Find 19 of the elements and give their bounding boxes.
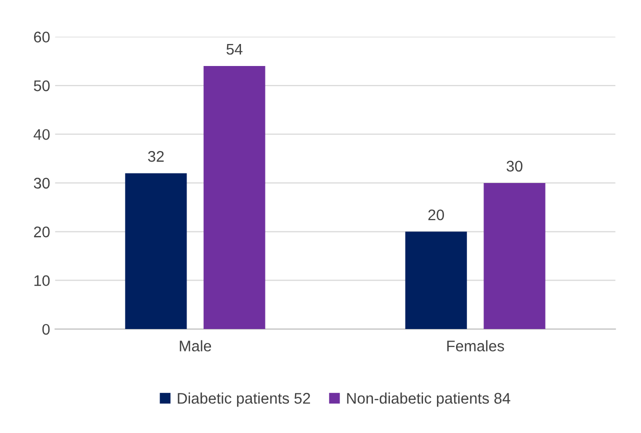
legend-label: Diabetic patients 52 bbox=[178, 392, 310, 407]
legend-label: Non-diabetic patients 84 bbox=[347, 392, 510, 407]
bar bbox=[484, 182, 546, 330]
x-tick-label: Male bbox=[180, 340, 212, 352]
data-label: 30 bbox=[506, 160, 522, 172]
y-tick-label: 10 bbox=[34, 275, 50, 286]
y-tick-label: 50 bbox=[34, 80, 50, 92]
y-tick-label: 0 bbox=[42, 324, 50, 335]
bar bbox=[125, 173, 187, 330]
x-tick-label: Females bbox=[447, 340, 504, 352]
data-label: 20 bbox=[428, 209, 444, 220]
y-tick-label: 40 bbox=[34, 129, 50, 140]
bar bbox=[405, 232, 467, 330]
y-tick-label: 60 bbox=[34, 32, 50, 42]
y-tick-label: 20 bbox=[34, 226, 50, 238]
bar bbox=[204, 66, 266, 330]
data-label: 32 bbox=[148, 151, 164, 162]
y-tick-label: 30 bbox=[34, 178, 50, 189]
data-label: 54 bbox=[226, 44, 242, 55]
